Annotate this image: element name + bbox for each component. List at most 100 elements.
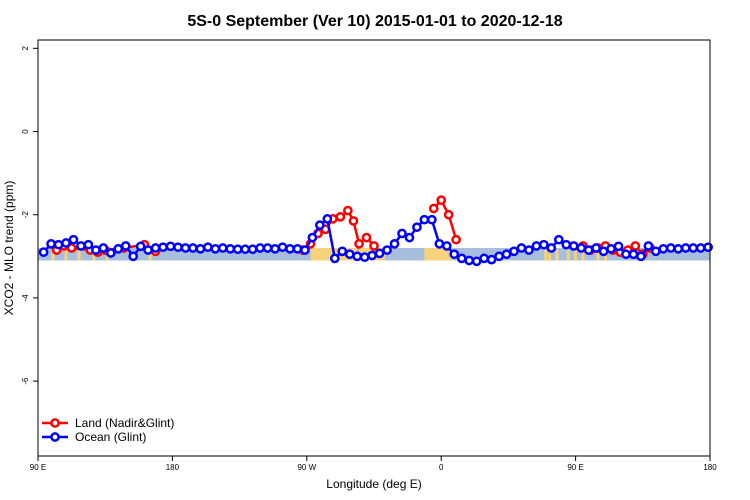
ocean-point — [195, 243, 206, 254]
ocean-point — [270, 243, 280, 254]
ocean-point — [546, 243, 557, 253]
land-spot — [574, 250, 578, 261]
x-tick-label: 90 E — [567, 463, 583, 472]
ocean-point — [38, 247, 49, 258]
x-tick-label: 180 — [166, 463, 180, 472]
ocean-point — [531, 241, 542, 251]
ocean-point — [352, 251, 363, 262]
y-tick-label: 2 — [21, 46, 30, 51]
x-tick-label: 180 — [703, 463, 717, 472]
ocean-point — [576, 243, 587, 253]
ocean-point — [105, 248, 116, 258]
ocean-point — [128, 251, 139, 262]
ocean-point — [389, 238, 400, 249]
ocean-point — [337, 246, 348, 257]
ocean-point — [91, 245, 101, 255]
ocean-point — [434, 238, 445, 249]
land-spot — [77, 250, 81, 261]
legend-land-marker — [50, 418, 60, 428]
x-tick-label: 0 — [439, 463, 444, 472]
ocean-point — [494, 251, 504, 262]
ocean-point — [315, 220, 325, 230]
ocean-point — [240, 244, 251, 255]
y-tick-label: -6 — [21, 377, 30, 385]
ocean-point — [225, 243, 236, 254]
ocean-point — [561, 239, 572, 250]
ocean-point — [210, 243, 221, 254]
ocean-point — [636, 251, 646, 262]
ocean-point — [165, 241, 176, 252]
land-band — [424, 248, 453, 261]
land-point — [335, 211, 346, 222]
ocean-point — [173, 242, 183, 253]
ocean-point — [441, 241, 452, 251]
ocean-point — [703, 242, 713, 253]
ocean-point — [695, 243, 706, 253]
legend-ocean-marker — [50, 432, 60, 442]
ocean-point — [673, 243, 684, 254]
plot-frame — [37, 39, 711, 457]
ocean-point — [516, 243, 527, 253]
ocean-point — [285, 243, 295, 254]
ocean-point — [665, 243, 676, 253]
ocean-point — [255, 243, 265, 253]
ocean-point — [509, 246, 519, 257]
x-axis: 90 E 180 90 W 0 90 E 180 — [30, 456, 717, 472]
ocean-point — [680, 243, 691, 253]
ocean-point — [613, 241, 624, 252]
ocean-point — [412, 222, 422, 233]
ocean-point — [143, 245, 153, 255]
ocean-point — [598, 246, 609, 257]
ocean-point — [180, 243, 191, 253]
ocean-point — [344, 249, 355, 260]
land-spot — [547, 250, 551, 261]
ocean-point — [217, 243, 228, 253]
ocean-point — [113, 243, 124, 254]
ocean-point — [76, 241, 86, 251]
ocean-point — [524, 245, 534, 255]
ocean-point — [591, 243, 601, 253]
ocean-point — [61, 238, 71, 248]
ocean-point — [456, 253, 467, 264]
land-point — [443, 209, 454, 220]
ocean-point — [247, 244, 258, 255]
ocean-point — [658, 243, 669, 254]
ocean-point — [479, 253, 489, 264]
land-series-line — [432, 197, 458, 241]
x-axis-label: Longitude (deg E) — [326, 477, 421, 491]
ocean-point — [262, 243, 273, 253]
ocean-point — [568, 241, 579, 251]
ocean-point — [203, 242, 213, 253]
ocean-point — [300, 245, 310, 255]
ocean-point — [188, 243, 198, 253]
ocean-point — [46, 238, 56, 249]
land-point — [348, 216, 359, 226]
x-tick-label: 90 E — [30, 463, 46, 472]
ocean-point — [98, 243, 109, 253]
legend-land-label: Land (Nadir&Glint) — [75, 416, 174, 430]
ocean-point — [329, 253, 340, 264]
land-spot — [566, 250, 570, 261]
y-tick-label: -2 — [21, 211, 30, 219]
ocean-point — [397, 228, 407, 239]
ocean-point — [651, 246, 661, 257]
land-spot — [544, 250, 548, 261]
ocean-point — [158, 242, 168, 253]
land-point — [354, 238, 364, 249]
legend: Land (Nadir&Glint)Ocean (Glint) — [42, 416, 174, 444]
ocean-point — [277, 242, 288, 253]
ocean-point — [427, 214, 437, 225]
ocean-point — [150, 243, 161, 253]
ocean-point — [322, 214, 333, 224]
ocean-point — [359, 252, 370, 263]
ocean-point — [292, 243, 303, 254]
x-tick-label: 90 W — [297, 463, 316, 472]
ocean-point — [539, 239, 549, 250]
land-point — [436, 195, 447, 206]
y-tick-label: 0 — [21, 129, 30, 134]
ocean-point — [464, 255, 475, 266]
land-spot — [64, 250, 68, 261]
land-point — [451, 234, 461, 245]
ocean-point — [583, 245, 594, 255]
